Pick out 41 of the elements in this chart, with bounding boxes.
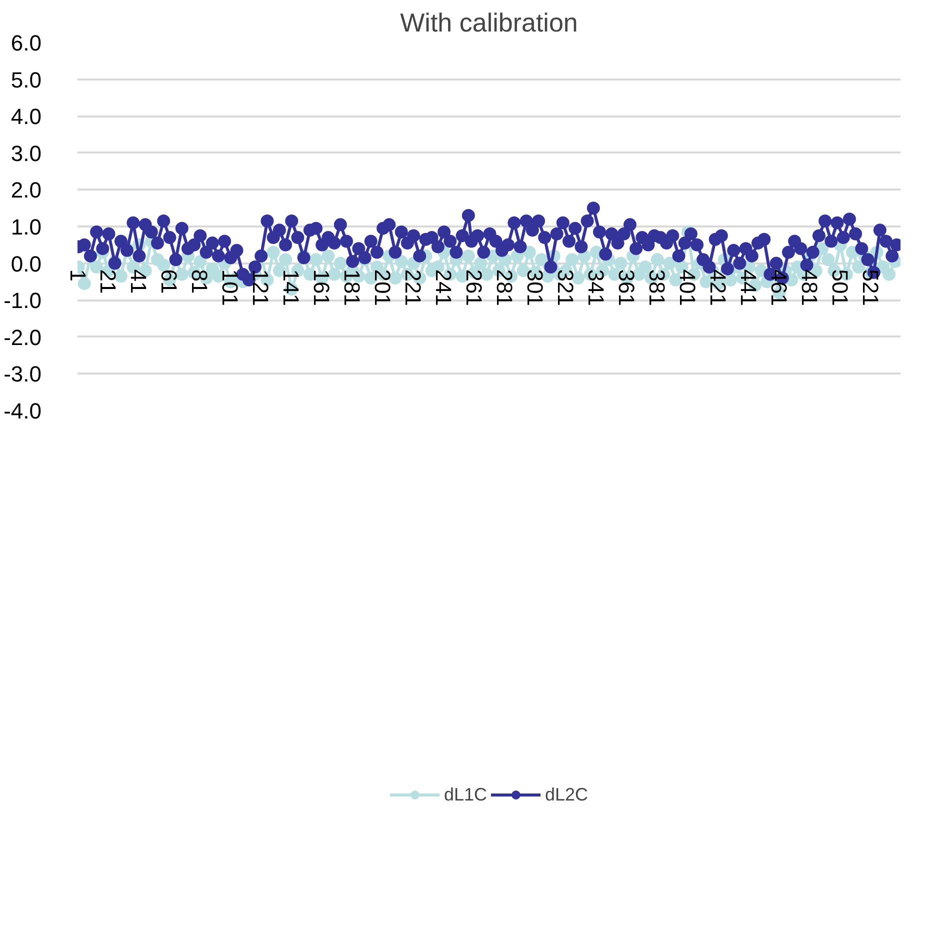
x-tick-label: 521: [858, 269, 883, 306]
x-tick-label: 241: [431, 269, 456, 306]
x-tick-label: 1: [65, 269, 90, 282]
x-tick-label: 301: [522, 269, 548, 306]
x-tick-label: 481: [796, 269, 822, 306]
x-tick-label: 121: [248, 269, 274, 306]
y-tick-label: 1.0: [10, 214, 42, 240]
y-tick-label: 3.0: [10, 140, 42, 166]
chart-title: With calibration: [400, 8, 578, 38]
x-tick-label: 361: [614, 269, 639, 306]
x-tick-label: 401: [674, 269, 700, 306]
y-tick-label: 0.0: [10, 251, 42, 276]
x-tick-label: 501: [827, 269, 852, 306]
y-tick-label: -2.0: [4, 324, 42, 350]
x-tick-label: 221: [400, 269, 426, 306]
y-tick-label: -4.0: [4, 398, 42, 424]
x-tick-label: 41: [126, 269, 152, 294]
y-tick-label: 5.0: [10, 67, 42, 92]
x-tick-label: 441: [736, 269, 761, 306]
x-tick-label: 321: [552, 269, 578, 306]
y-tick-label: -1.0: [4, 288, 42, 314]
x-tick-label: 161: [309, 269, 334, 306]
y-tick-label: 6.0: [10, 30, 42, 56]
y-tick-label: 4.0: [10, 104, 42, 130]
x-tick-label: 381: [644, 269, 670, 306]
x-tick-label: 181: [340, 269, 365, 306]
x-tick-label: 261: [462, 269, 487, 306]
y-tick-label: -3.0: [4, 362, 42, 387]
x-tick-label: 461: [766, 269, 792, 306]
x-tick-label: 421: [705, 269, 730, 306]
x-tick-label: 281: [492, 269, 518, 306]
x-tick-label: 101: [218, 269, 243, 306]
x-tick-label: 81: [187, 269, 212, 294]
legend-label: dL2C: [545, 784, 588, 806]
y-tick-label: 2.0: [10, 178, 42, 203]
x-tick-label: 61: [156, 269, 182, 294]
x-tick-label: 141: [278, 269, 304, 306]
x-tick-label: 341: [583, 269, 608, 306]
x-tick-label: 201: [370, 269, 396, 306]
x-tick-label: 21: [96, 269, 121, 294]
legend-label: dL1C: [444, 784, 487, 806]
